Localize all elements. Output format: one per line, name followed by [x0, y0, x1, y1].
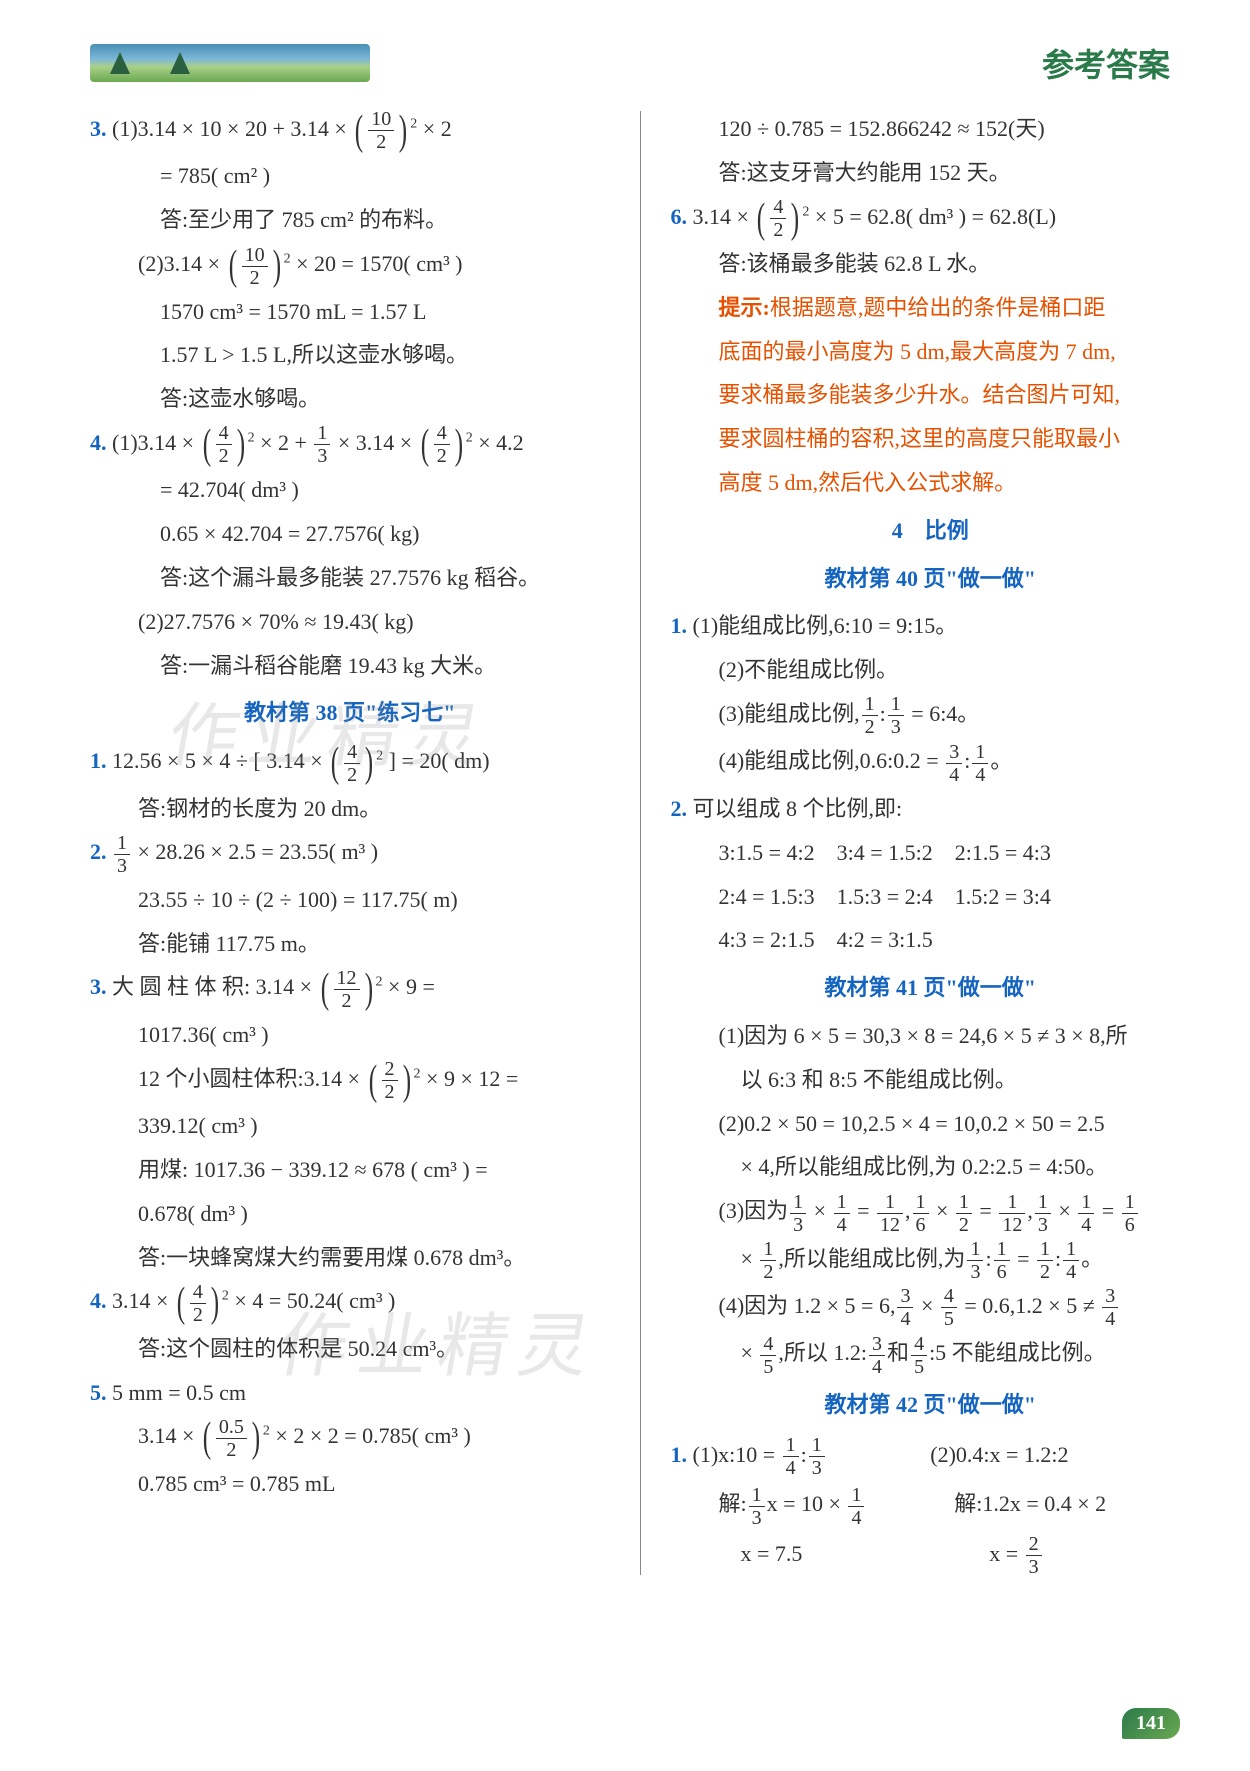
section-4: 4 比例 [671, 510, 1191, 552]
section-41: 教材第 41 页"做一做" [671, 967, 1191, 1009]
q4-num: 4. [90, 430, 112, 455]
section-38: 教材第 38 页"练习七" [90, 692, 610, 734]
right-column: 120 ÷ 0.785 = 152.866242 ≈ 152(天) 答:这支牙膏… [671, 106, 1191, 1580]
s38-3: 3. [90, 974, 112, 999]
banner-image [90, 44, 370, 82]
s42-1: 1. [671, 1442, 693, 1467]
header: 参考答案 [90, 40, 1190, 86]
hint-label: 提示: [719, 295, 770, 320]
s38-4: 4. [90, 1288, 112, 1313]
left-column: 3. (1)3.14 × 10 × 20 + 3.14 × (102)2 × 2… [90, 106, 610, 1580]
section-42: 教材第 42 页"做一做" [671, 1384, 1191, 1426]
columns: 3. (1)3.14 × 10 × 20 + 3.14 × (102)2 × 2… [90, 106, 1190, 1580]
q6-num: 6. [671, 204, 693, 229]
s38-1: 1. [90, 748, 112, 773]
s40-2: 2. [671, 796, 693, 821]
page: 参考答案 作业精灵 作业精灵 3. (1)3.14 × 10 × 20 + 3.… [0, 0, 1250, 1771]
section-40: 教材第 40 页"做一做" [671, 558, 1191, 600]
s38-2: 2. [90, 839, 112, 864]
q3-num: 3. [90, 116, 112, 141]
s40-1: 1. [671, 613, 693, 638]
s38-5: 5. [90, 1380, 112, 1405]
column-divider [640, 111, 641, 1575]
header-title: 参考答案 [1042, 40, 1190, 86]
page-number: 141 [1122, 1708, 1180, 1739]
